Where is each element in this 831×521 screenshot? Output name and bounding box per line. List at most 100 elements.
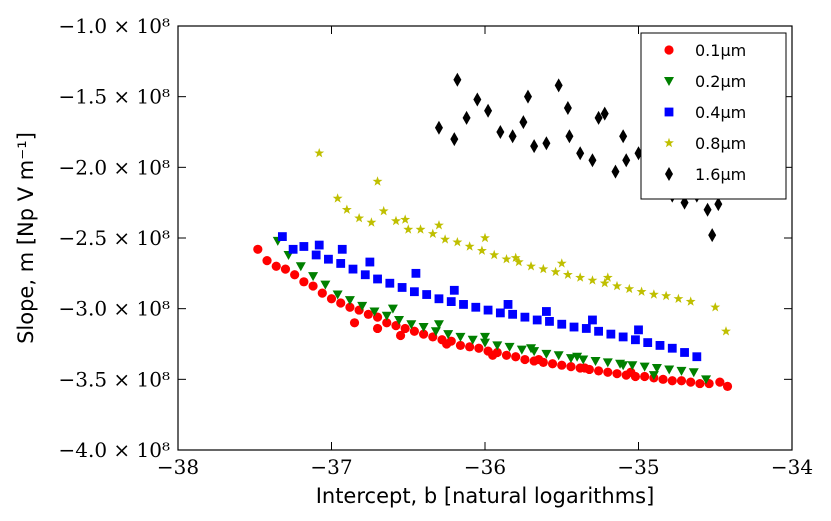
data-point (308, 281, 318, 291)
data-point (477, 245, 487, 255)
data-point (332, 290, 343, 300)
data-point (547, 359, 558, 369)
data-point (530, 139, 539, 154)
data-point (655, 341, 665, 350)
data-point (626, 367, 636, 377)
data-point (337, 244, 347, 254)
data-point (357, 301, 368, 311)
data-point (464, 241, 475, 251)
data-point (566, 362, 576, 372)
series-1 (253, 244, 733, 391)
data-point (336, 298, 346, 308)
data-point (348, 264, 358, 274)
data-point (612, 369, 622, 379)
data-point (262, 256, 272, 266)
data-point (372, 323, 383, 334)
data-point (473, 92, 482, 107)
data-point (648, 289, 659, 299)
data-point (554, 78, 563, 93)
data-point (288, 244, 298, 254)
data-point (400, 214, 411, 224)
data-point (299, 277, 309, 287)
legend-item: 0.2μm (664, 72, 746, 91)
y-axis-label: Slope, m [Np V m⁻¹] (14, 132, 38, 344)
data-point (501, 254, 512, 264)
data-point (658, 374, 668, 384)
data-point (391, 215, 401, 226)
data-point (643, 338, 653, 347)
data-point (341, 204, 352, 214)
data-point (686, 377, 696, 387)
data-point (440, 234, 450, 244)
data-point (602, 358, 613, 368)
data-point (622, 153, 631, 168)
data-point (418, 323, 429, 333)
data-point (639, 362, 650, 372)
data-point (394, 315, 405, 325)
data-point (480, 232, 490, 243)
data-point (541, 349, 552, 359)
legend-label: 0.2μm (695, 72, 746, 91)
data-point (703, 202, 712, 217)
data-point (532, 315, 542, 325)
data-point (588, 315, 597, 325)
data-point (676, 366, 687, 376)
y-tick-label: −3.0 × 10⁸ (58, 297, 170, 321)
data-point (480, 332, 490, 342)
data-point (409, 287, 419, 297)
data-point (434, 220, 444, 230)
data-point (594, 110, 603, 125)
data-point (395, 330, 406, 341)
data-point (685, 296, 696, 306)
legend-item: 0.8μm (664, 134, 746, 153)
data-point (565, 129, 574, 144)
data-point (599, 278, 610, 288)
data-point (308, 272, 319, 282)
data-point (538, 263, 549, 274)
data-point (271, 261, 281, 271)
y-tick-label: −4.0 × 10⁸ (58, 438, 170, 462)
x-tick-label: −34 (771, 455, 813, 479)
data-point (280, 264, 291, 274)
data-point (593, 366, 604, 376)
data-point (526, 344, 537, 354)
data-point (360, 270, 370, 280)
data-point (501, 350, 512, 360)
y-tick-label: −2.0 × 10⁸ (58, 155, 170, 179)
data-point (442, 339, 452, 349)
data-point (581, 324, 591, 333)
data-point (474, 343, 484, 353)
x-tick-label: −35 (617, 455, 659, 479)
data-point (618, 361, 629, 371)
data-point (397, 283, 407, 292)
data-point (366, 217, 377, 227)
data-point (557, 319, 567, 329)
data-point (290, 270, 300, 280)
data-point (688, 368, 699, 378)
data-point (373, 274, 382, 284)
data-point (510, 252, 521, 262)
data-point (661, 290, 672, 301)
data-point (636, 286, 647, 296)
data-point (363, 309, 373, 319)
data-point (471, 302, 481, 312)
legend-marker (664, 137, 674, 148)
legend-marker (664, 45, 674, 55)
legend: 0.1μm 0.2μm 0.4μm 0.8μm 1.6μm (640, 32, 787, 200)
data-point (667, 376, 677, 386)
series-3 (277, 232, 702, 362)
data-point (495, 308, 505, 318)
data-point (314, 148, 325, 158)
data-point (534, 354, 544, 365)
data-point (409, 326, 419, 336)
legend-label: 0.8μm (695, 134, 746, 153)
data-point (354, 213, 365, 223)
data-point (411, 268, 421, 278)
data-point (492, 341, 503, 351)
data-point (550, 266, 561, 277)
data-point (369, 307, 380, 317)
data-point (295, 262, 306, 272)
data-point (563, 100, 572, 115)
data-point (618, 332, 628, 342)
data-point (513, 256, 524, 267)
